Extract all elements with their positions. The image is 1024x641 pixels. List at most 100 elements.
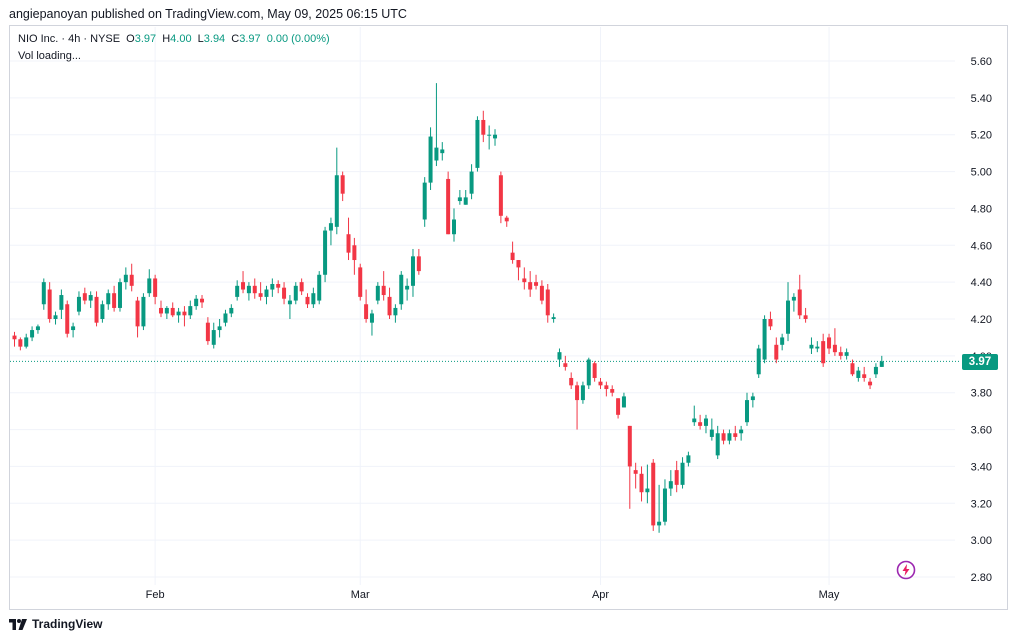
candle-body <box>282 287 287 299</box>
candle-body <box>399 274 404 305</box>
candle <box>715 425 720 460</box>
candle-body <box>352 245 357 261</box>
candle <box>768 311 773 331</box>
candle-body <box>311 293 316 305</box>
lightning-icon[interactable] <box>896 560 916 580</box>
price-tick-label: 4.60 <box>971 240 992 252</box>
candle <box>41 278 46 310</box>
candle <box>662 479 667 526</box>
candle <box>53 311 58 325</box>
candle <box>117 278 122 312</box>
candle <box>674 460 679 493</box>
candle-body <box>756 348 761 375</box>
candle <box>264 285 269 305</box>
candle-body <box>803 315 808 319</box>
candle <box>270 278 275 297</box>
candle-body <box>410 256 415 286</box>
candle <box>586 357 591 390</box>
candle <box>416 248 421 275</box>
candle <box>463 190 468 205</box>
candle-body <box>569 377 574 386</box>
candle-body <box>827 337 832 349</box>
candle-body <box>575 385 580 401</box>
candle <box>12 331 17 347</box>
candle <box>580 381 585 404</box>
candle <box>164 306 169 319</box>
candle <box>182 306 187 327</box>
candle-body <box>229 307 234 314</box>
candle <box>59 289 64 319</box>
candle-body <box>41 282 46 305</box>
candle <box>223 309 228 327</box>
candle <box>170 302 175 318</box>
candle <box>645 464 650 504</box>
candle-body <box>217 326 222 331</box>
candle <box>756 344 761 378</box>
candle-body <box>88 295 93 301</box>
candle-body <box>123 274 128 283</box>
candle <box>727 429 732 445</box>
candle <box>557 348 562 367</box>
candle <box>639 466 644 502</box>
close-label: C <box>231 33 240 45</box>
candle-body <box>76 296 81 312</box>
candle-body <box>721 433 726 441</box>
candle-body <box>422 182 427 220</box>
candle-body <box>821 341 826 364</box>
candle-body <box>369 313 374 323</box>
candle-body <box>534 282 539 286</box>
candle <box>780 333 785 351</box>
candle <box>827 333 832 355</box>
high-label: H <box>162 33 171 45</box>
candle <box>246 282 251 301</box>
candle-body <box>698 422 703 426</box>
candle-body <box>235 285 240 297</box>
candle <box>71 322 76 338</box>
candle-body <box>739 429 744 434</box>
candle-body <box>469 171 474 194</box>
candle-body <box>621 396 626 408</box>
candle-body <box>504 217 509 222</box>
price-tick-label: 4.80 <box>971 203 992 215</box>
time-tick-label: Apr <box>592 589 609 601</box>
candle-body <box>182 311 187 316</box>
candle <box>393 304 398 323</box>
candle-body <box>100 304 105 319</box>
candle-body <box>305 296 310 305</box>
candle <box>340 171 345 202</box>
candle <box>873 363 878 378</box>
candle <box>868 377 873 390</box>
candle <box>188 300 193 319</box>
candle-body <box>856 370 861 378</box>
candle <box>493 129 498 146</box>
candle <box>176 307 181 323</box>
footer-brand[interactable]: TradingView <box>9 617 102 631</box>
candle-body <box>264 289 269 297</box>
candle <box>522 267 527 290</box>
candle <box>721 429 726 445</box>
candle-body <box>170 307 175 316</box>
symbol-label[interactable]: NIO Inc. · 4h · NYSE <box>18 33 121 45</box>
candle-body <box>616 398 621 415</box>
ohlc-legend: NIO Inc. · 4h · NYSE O3.97 H4.00 L3.94 C… <box>18 33 330 45</box>
candle-body <box>539 285 544 301</box>
candle <box>762 315 767 364</box>
candle <box>47 282 52 323</box>
candle-body <box>270 283 275 290</box>
candle <box>440 142 445 161</box>
candle <box>528 271 533 297</box>
candle <box>94 291 99 327</box>
candle <box>563 355 568 371</box>
candle <box>364 289 369 323</box>
high-value: 4.00 <box>170 33 192 45</box>
candle <box>862 366 867 382</box>
candle-body <box>428 136 433 183</box>
candle-body <box>299 282 304 292</box>
candle-body <box>457 197 462 202</box>
candle <box>475 116 480 172</box>
candle-body <box>405 285 410 290</box>
candle-body <box>135 300 140 327</box>
candle <box>24 333 29 349</box>
grid-lines <box>10 27 955 585</box>
